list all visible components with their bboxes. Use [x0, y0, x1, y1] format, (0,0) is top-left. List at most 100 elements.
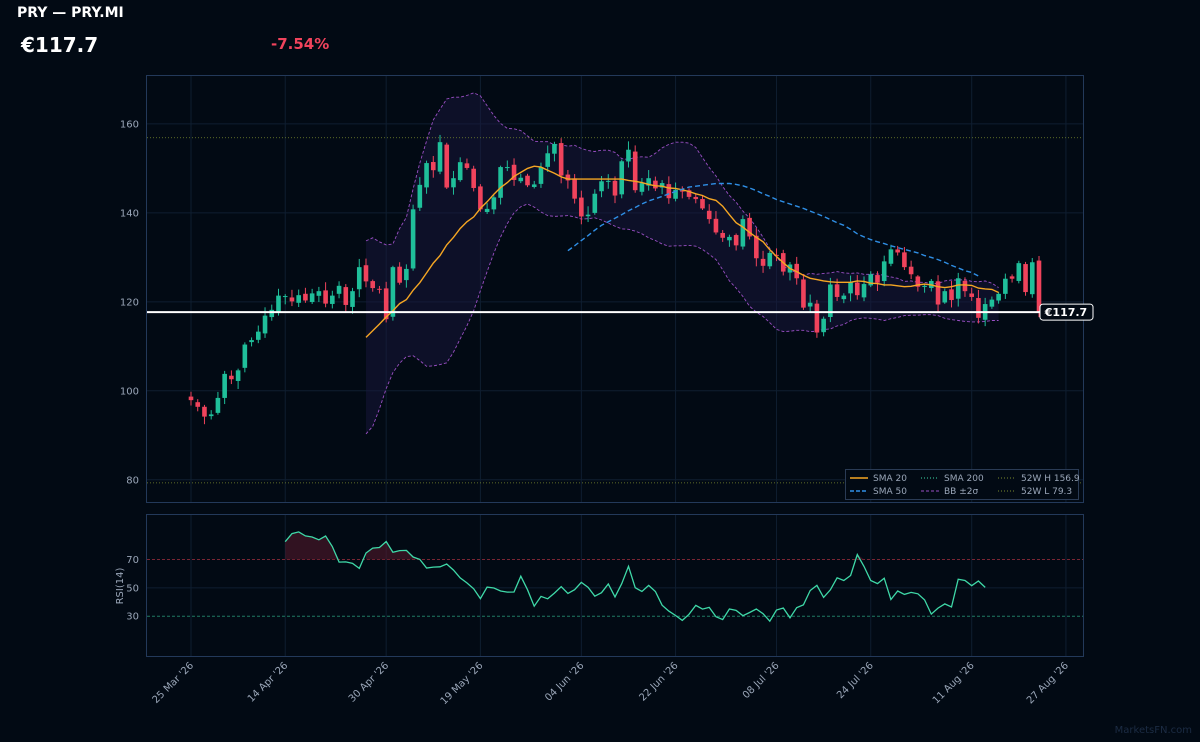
price-tick-label: 140 — [120, 208, 139, 219]
candle-body — [747, 217, 752, 237]
candle-body — [727, 236, 732, 241]
candle-body — [229, 375, 234, 380]
chart-title: PRY — PRY.MI — [17, 5, 124, 21]
legend-bb: BB ±2σ — [944, 487, 978, 497]
candle-body — [949, 289, 954, 301]
candle-body — [383, 288, 389, 320]
candle-body — [282, 296, 288, 298]
x-tick-label: 27 Aug '26 — [1025, 660, 1071, 706]
candle-body — [673, 189, 678, 199]
moving-averages — [365, 165, 999, 338]
candle-body — [935, 281, 941, 305]
candle-body — [861, 284, 867, 298]
candle-body — [498, 167, 503, 198]
candle-body — [599, 181, 604, 192]
candle-body — [666, 184, 672, 199]
candle-body — [309, 293, 315, 302]
candle-body — [457, 162, 463, 181]
x-tick-label: 30 Apr '26 — [347, 660, 391, 704]
candle-body — [276, 295, 281, 312]
x-axis: 25 Mar '26 14 Apr '26 30 Apr '26 19 May '26… — [151, 660, 1071, 707]
candle-body — [323, 290, 328, 304]
candle-body — [356, 267, 362, 290]
rsi-overbought-fill — [285, 531, 340, 560]
legend-sma50: SMA 50 — [873, 487, 907, 497]
candle-body — [370, 281, 376, 289]
candle-body — [303, 293, 308, 301]
candle-body — [572, 178, 577, 199]
candle-body — [343, 287, 349, 305]
candle-body — [807, 302, 813, 307]
candle-body — [989, 299, 995, 307]
legend-box — [845, 469, 1079, 500]
candle-body — [478, 186, 483, 210]
candle-body — [1023, 264, 1028, 293]
candle-body — [888, 249, 894, 264]
candle-body — [962, 280, 968, 292]
candle-body — [585, 214, 591, 217]
legend-sma20: SMA 20 — [873, 474, 907, 484]
x-tick-label: 04 Jun '26 — [543, 660, 586, 703]
candle-body — [1036, 260, 1042, 313]
candle-body — [208, 414, 214, 417]
candle-body — [686, 190, 692, 197]
last-price-label-box — [1039, 303, 1094, 321]
candle-body — [969, 293, 974, 297]
candle-body — [437, 142, 443, 172]
rsi-overbought-fill — [365, 541, 420, 560]
candle-body — [195, 402, 201, 407]
x-tick-label: 25 Mar '26 — [151, 660, 197, 706]
candle-body — [188, 396, 194, 401]
candle-body — [834, 284, 840, 297]
price-change: -7.54% — [271, 35, 330, 53]
candle-body — [854, 282, 860, 296]
candle-body — [646, 178, 651, 186]
candle-body — [700, 199, 705, 209]
candle-body — [531, 184, 537, 187]
rsi-line — [284, 531, 986, 623]
price-y-axis: 80 100 120 140 160 — [120, 119, 139, 486]
candle-body — [881, 261, 887, 282]
candlesticks — [188, 134, 1042, 425]
candle-body — [868, 274, 874, 286]
bollinger-upper-line — [365, 92, 999, 288]
candle-body — [626, 149, 631, 162]
candle-body — [1009, 276, 1015, 279]
candle-body — [424, 163, 429, 188]
rsi-tick-label: 50 — [126, 583, 139, 594]
candle-body — [821, 318, 826, 333]
x-tick-label: 22 Jun '26 — [637, 660, 680, 703]
candle-body — [484, 208, 490, 212]
candle-body — [471, 168, 476, 188]
candle-body — [525, 175, 530, 186]
sma50-line — [567, 182, 979, 277]
candle-body — [693, 196, 699, 200]
candle-body — [538, 167, 544, 184]
candle-body — [451, 178, 456, 188]
price-panel-frame — [146, 75, 1084, 503]
candle-body — [605, 180, 611, 182]
price-tick-label: 120 — [120, 297, 139, 308]
candle-body — [552, 143, 557, 154]
x-tick-label: 14 Apr '26 — [246, 660, 290, 704]
x-tick-label: 19 May '26 — [439, 660, 486, 707]
candle-body — [713, 218, 719, 233]
candle-body — [996, 293, 1001, 301]
candle-body — [256, 331, 261, 340]
candle-body — [619, 161, 625, 195]
candle-body — [350, 291, 355, 307]
candle-body — [579, 197, 584, 217]
candle-body — [955, 278, 961, 299]
candle-body — [942, 291, 948, 303]
candle-body — [390, 267, 396, 317]
candle-body — [518, 177, 524, 182]
bollinger-bands — [365, 92, 999, 435]
price-tick-label: 80 — [126, 475, 139, 486]
candle-body — [915, 276, 921, 287]
candle-body — [558, 143, 564, 176]
candle-body — [801, 279, 806, 308]
candle-body — [363, 265, 369, 282]
candle-body — [404, 268, 409, 281]
candle-body — [242, 344, 248, 368]
